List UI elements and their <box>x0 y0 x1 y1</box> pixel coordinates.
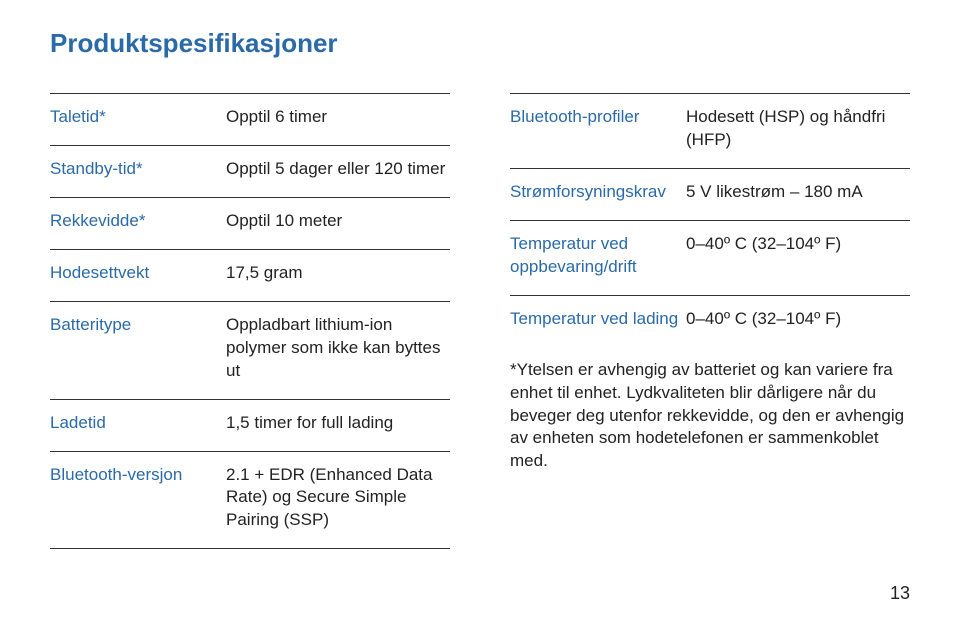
spec-label: Bluetooth-profiler <box>510 106 686 152</box>
spec-value: Hodesett (HSP) og håndfri (HFP) <box>686 106 910 152</box>
spec-value: 2.1 + EDR (Enhanced Data Rate) og Secure… <box>226 464 450 533</box>
left-column: Taletid* Opptil 6 timer Standby-tid* Opp… <box>50 93 450 549</box>
footnote: *Ytelsen er avhengig av batteriet og kan… <box>510 347 910 474</box>
page-title: Produktspesifikasjoner <box>50 28 910 59</box>
spec-label: Strømforsyningskrav <box>510 181 686 204</box>
spec-row: Strømforsyningskrav 5 V likestrøm – 180 … <box>510 168 910 220</box>
spec-label: Temperatur ved lading <box>510 308 686 331</box>
spec-value: 1,5 timer for full lading <box>226 412 450 435</box>
spec-value: Opptil 6 timer <box>226 106 450 129</box>
page-number: 13 <box>890 583 910 604</box>
spec-label: Temperatur ved oppbevaring/drift <box>510 233 686 279</box>
spec-row: Rekkevidde* Opptil 10 meter <box>50 197 450 249</box>
spec-row: Hodesettvekt 17,5 gram <box>50 249 450 301</box>
spec-value: 0–40º C (32–104º F) <box>686 233 910 279</box>
spec-row: Bluetooth-profiler Hodesett (HSP) og hån… <box>510 93 910 168</box>
spec-label: Ladetid <box>50 412 226 435</box>
spec-row: Bluetooth-versjon 2.1 + EDR (Enhanced Da… <box>50 451 450 550</box>
spec-row: Standby-tid* Opptil 5 dager eller 120 ti… <box>50 145 450 197</box>
spec-value: 17,5 gram <box>226 262 450 285</box>
spec-label: Rekkevidde* <box>50 210 226 233</box>
spec-value: Opptil 5 dager eller 120 timer <box>226 158 450 181</box>
spec-row: Temperatur ved oppbevaring/drift 0–40º C… <box>510 220 910 295</box>
spec-value: 5 V likestrøm – 180 mA <box>686 181 910 204</box>
spec-label: Bluetooth-versjon <box>50 464 226 533</box>
spec-value: 0–40º C (32–104º F) <box>686 308 910 331</box>
spec-row: Ladetid 1,5 timer for full lading <box>50 399 450 451</box>
spec-value: Oppladbart lithium-ion polymer som ikke … <box>226 314 450 383</box>
spec-label: Batteritype <box>50 314 226 383</box>
spec-label: Standby-tid* <box>50 158 226 181</box>
spec-value: Opptil 10 meter <box>226 210 450 233</box>
spec-row: Temperatur ved lading 0–40º C (32–104º F… <box>510 295 910 347</box>
spec-columns: Taletid* Opptil 6 timer Standby-tid* Opp… <box>50 93 910 549</box>
spec-row: Taletid* Opptil 6 timer <box>50 93 450 145</box>
right-column: Bluetooth-profiler Hodesett (HSP) og hån… <box>510 93 910 549</box>
spec-row: Batteritype Oppladbart lithium-ion polym… <box>50 301 450 399</box>
spec-label: Hodesettvekt <box>50 262 226 285</box>
spec-label: Taletid* <box>50 106 226 129</box>
